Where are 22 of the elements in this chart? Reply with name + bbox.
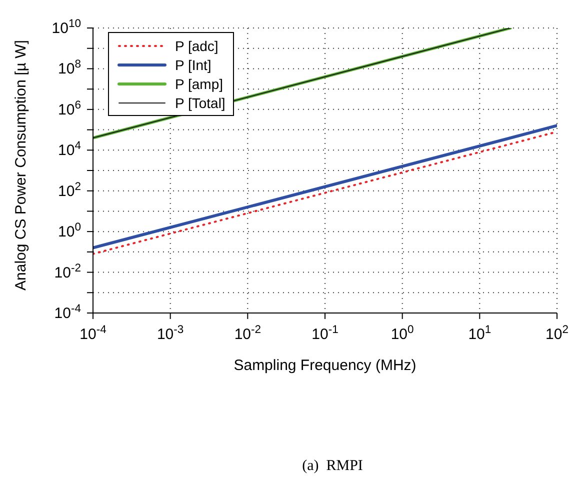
x-tick-label: 10$^{0}$ [390, 324, 414, 343]
x-tick-label: 10$^{-3}$ [156, 324, 184, 343]
y-tick-label: 10$^{-4}$ [54, 303, 81, 322]
x-tick-label: 10$^{1}$ [468, 324, 492, 343]
x-tick-label: 10$^{-2}$ [234, 324, 262, 343]
y-tick-label: 10$^{8}$ [58, 58, 81, 78]
x-tick-label: 10$^{-4}$ [80, 324, 106, 343]
text: (a) RMPI [301, 458, 364, 475]
legend-label: P [adc] [175, 38, 218, 54]
y-tick-label: 10$^{0}$ [58, 222, 81, 241]
legend-label: P [Int] [175, 56, 212, 72]
x-tick-label: 10$^{2}$ [546, 324, 568, 343]
y-tick-label: 10$^{-2}$ [54, 262, 81, 282]
x-axis-title: Sampling Frequency (MHz) [234, 357, 416, 374]
y-tick-label: 10$^{2}$ [58, 180, 81, 200]
y-tick-label: 10$^{10}$ [52, 18, 81, 37]
y-axis-title: Analog CS Power Consumption [µ W] [12, 40, 30, 290]
y-tick-label: 10$^{4}$ [58, 140, 81, 160]
legend-label: P [Total] [175, 94, 226, 110]
x-tick-label: 10$^{-1}$ [312, 324, 338, 343]
legend-label: P [amp] [175, 76, 223, 92]
y-tick-label: 10$^{6}$ [58, 99, 81, 118]
